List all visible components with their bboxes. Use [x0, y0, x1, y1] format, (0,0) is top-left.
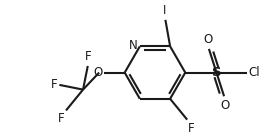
Text: O: O — [94, 66, 103, 79]
Text: F: F — [57, 112, 64, 125]
Text: F: F — [188, 122, 195, 135]
Text: O: O — [220, 99, 230, 112]
Text: Cl: Cl — [249, 66, 260, 79]
Text: N: N — [129, 39, 138, 52]
Text: O: O — [203, 33, 213, 46]
Text: F: F — [84, 50, 91, 63]
Text: F: F — [51, 78, 57, 91]
Text: S: S — [212, 66, 221, 79]
Text: I: I — [163, 4, 166, 17]
